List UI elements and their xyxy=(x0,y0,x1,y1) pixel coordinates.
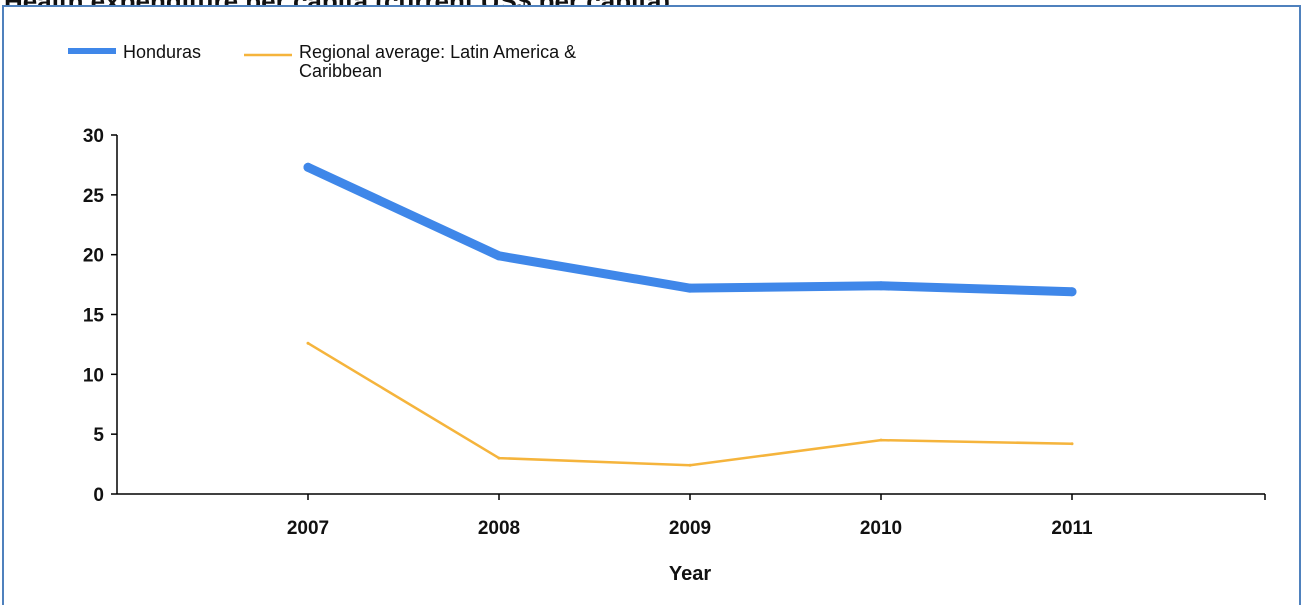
x-axis-title: Year xyxy=(669,563,711,585)
y-tick-label: 20 xyxy=(83,246,104,267)
series-lines xyxy=(303,162,1077,467)
data-point-honduras[interactable] xyxy=(1067,287,1077,297)
y-tick-label: 15 xyxy=(83,306,105,327)
y-tick-label: 25 xyxy=(83,186,105,207)
series-line-regional-average-latin-america-caribbean[interactable] xyxy=(306,341,1074,467)
chart-axes xyxy=(116,135,1266,500)
chart-frame: Honduras Regional average: Latin America… xyxy=(2,5,1301,605)
x-tick-label: 2009 xyxy=(669,518,711,539)
y-tick-label: 30 xyxy=(83,126,104,147)
x-tick-label: 2010 xyxy=(860,518,902,539)
data-point-regional-average-latin-america-caribbean[interactable] xyxy=(688,463,692,467)
x-tick-label: 2008 xyxy=(478,518,520,539)
data-point-honduras[interactable] xyxy=(303,162,313,172)
data-point-honduras[interactable] xyxy=(494,251,504,261)
legend-label-honduras: Honduras xyxy=(123,42,202,62)
x-tick-label: 2011 xyxy=(1051,518,1093,539)
data-point-regional-average-latin-america-caribbean[interactable] xyxy=(497,456,501,460)
legend-label-regional-average: Regional average: Latin America & Caribb… xyxy=(299,42,577,81)
line-chart: 0 5 10 15 20 25 30 2007 2008 2009 2010 2011 Year xyxy=(83,126,1266,585)
data-point-regional-average-latin-america-caribbean[interactable] xyxy=(1070,442,1074,446)
series-line-honduras[interactable] xyxy=(303,162,1077,297)
y-tick-label: 10 xyxy=(83,365,104,386)
x-axis-ticks: 2007 2008 2009 2010 2011 xyxy=(287,494,1093,539)
legend-swatch-regional-average xyxy=(244,53,292,57)
data-point-honduras[interactable] xyxy=(876,281,886,291)
legend-swatch-honduras xyxy=(68,48,116,54)
data-point-regional-average-latin-america-caribbean[interactable] xyxy=(306,341,310,345)
y-tick-label: 0 xyxy=(93,485,104,506)
data-point-honduras[interactable] xyxy=(685,283,695,293)
data-point-regional-average-latin-america-caribbean[interactable] xyxy=(879,438,883,442)
y-axis-ticks: 0 5 10 15 20 25 30 xyxy=(83,126,117,506)
x-tick-label: 2007 xyxy=(287,518,329,539)
y-tick-label: 5 xyxy=(93,425,104,446)
